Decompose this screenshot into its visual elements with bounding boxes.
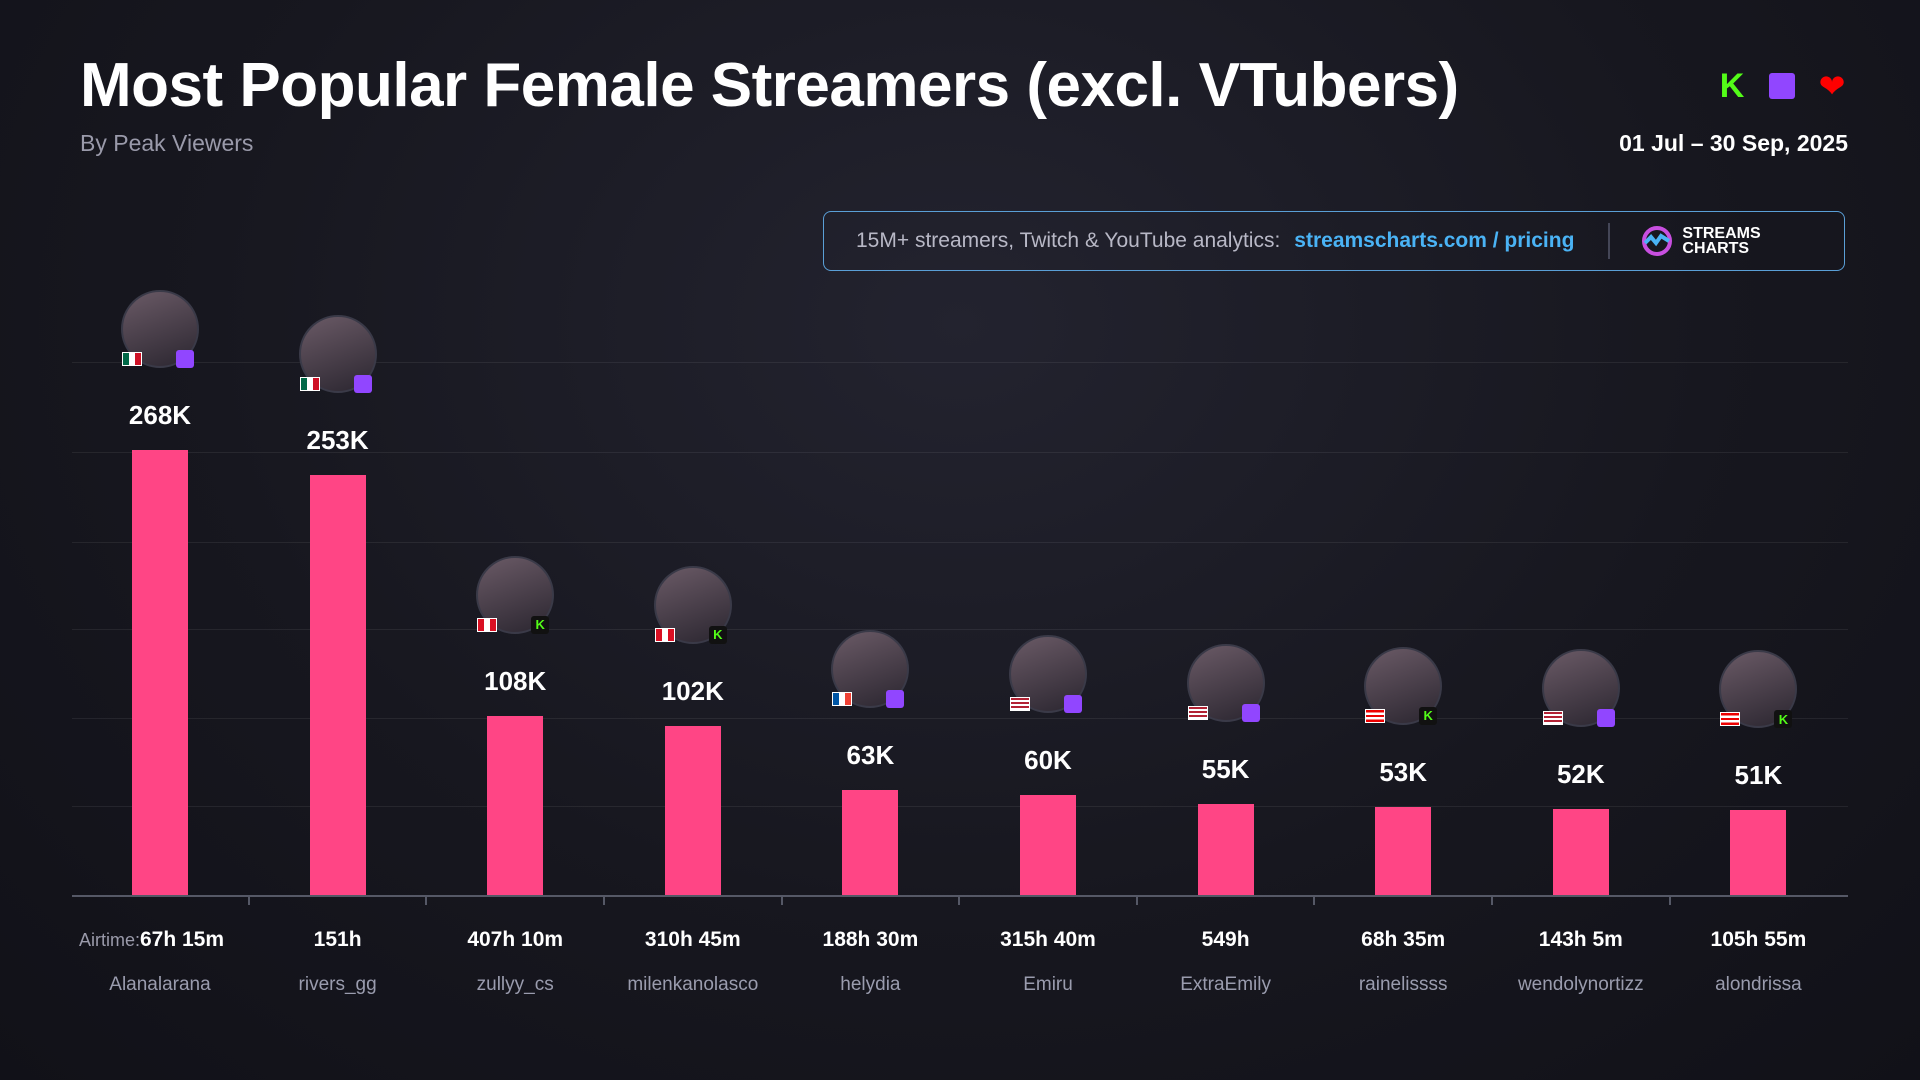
- kick-icon: K: [1774, 710, 1793, 729]
- bar: [1197, 803, 1254, 895]
- twitch-icon: [1241, 703, 1260, 722]
- bar: [1552, 808, 1609, 895]
- x-tick: [1313, 895, 1316, 905]
- kick-icon: K: [708, 625, 727, 644]
- gridline: [72, 362, 1848, 363]
- streamer-name[interactable]: helydia: [840, 974, 901, 995]
- kick-icon: K: [531, 615, 550, 634]
- value-label: 102K: [661, 675, 724, 706]
- streamer-name[interactable]: alondrissa: [1715, 974, 1802, 995]
- bar: [842, 790, 899, 895]
- gridline: [72, 629, 1848, 630]
- bar: [309, 474, 366, 895]
- logo-line2: CHARTS: [1682, 240, 1750, 257]
- airtime-value: 143h 5m: [1538, 928, 1623, 951]
- twitch-icon: [1596, 708, 1615, 727]
- x-tick: [603, 895, 605, 905]
- x-tick: [958, 895, 961, 905]
- airtime-value: 549h: [1201, 928, 1250, 951]
- kick-icon: K: [1719, 66, 1745, 105]
- streamer-name[interactable]: Alanalarana: [109, 974, 211, 995]
- bar: [1020, 795, 1076, 895]
- airtime-value: 407h 10m: [467, 928, 564, 951]
- value-label: 51K: [1734, 760, 1783, 791]
- pricing-link[interactable]: streamscharts.com / pricing: [1294, 229, 1575, 252]
- gridline: [72, 542, 1848, 543]
- bar: [1375, 806, 1432, 895]
- x-tick: [247, 895, 250, 905]
- logo-line1: STREAMS: [1682, 225, 1761, 242]
- twitch-icon: [1064, 695, 1082, 714]
- x-tick: [1491, 895, 1493, 905]
- flag-icon-us: [1187, 705, 1208, 720]
- value-label: 53K: [1379, 756, 1428, 787]
- flag-icon-mx: [122, 352, 142, 366]
- value-label: 63K: [846, 740, 895, 771]
- streamer-name[interactable]: rainelissss: [1358, 974, 1448, 995]
- value-label: 268K: [128, 400, 192, 430]
- flag-icon-mx: [299, 376, 320, 391]
- airtime-value: 67h 15m: [139, 928, 225, 951]
- twitch-icon: [1766, 70, 1798, 102]
- flag-icon-fr: [832, 692, 853, 707]
- streams-charts-logo: STREAMS CHARTS: [1640, 224, 1761, 258]
- flag-icon-pe: [477, 617, 498, 632]
- x-axis: [72, 895, 1848, 897]
- streams-charts-logo-icon: [1642, 226, 1673, 256]
- airtime-value: 315h 40m: [1000, 928, 1096, 951]
- flag-icon-pr: [1365, 708, 1386, 723]
- value-label: 60K: [1024, 745, 1072, 776]
- value-label: 55K: [1201, 753, 1250, 784]
- airtime-value: 151h: [313, 928, 362, 951]
- twitch-icon: [886, 690, 905, 709]
- date-range: 01 Jul – 30 Sep, 2025: [1619, 130, 1848, 156]
- streamer-name[interactable]: milenkanolasco: [627, 974, 759, 995]
- promo-banner[interactable]: 15M+ streamers, Twitch & YouTube analyti…: [823, 211, 1845, 271]
- streamer-name[interactable]: wendolynortizz: [1517, 974, 1644, 995]
- banner-divider: [1608, 223, 1611, 259]
- x-tick: [780, 895, 783, 905]
- airtime-label: Airtime:: [79, 930, 141, 950]
- streamer-name[interactable]: Emiru: [1023, 974, 1073, 995]
- gridline: [72, 718, 1848, 719]
- gridline: [72, 806, 1848, 807]
- x-tick: [1668, 895, 1671, 905]
- airtime-value: 68h 35m: [1361, 928, 1446, 951]
- bar: [132, 450, 188, 895]
- banner-text: 15M+ streamers, Twitch & YouTube analyti…: [856, 229, 1281, 252]
- value-label: 253K: [306, 424, 369, 455]
- value-label: 52K: [1556, 758, 1605, 789]
- flag-icon-pr: [1720, 712, 1741, 727]
- page-title: Most Popular Female Streamers (excl. VTu…: [80, 51, 1459, 120]
- gridline: [72, 452, 1848, 453]
- twitch-icon: [176, 350, 194, 368]
- page-subtitle: By Peak Viewers: [80, 130, 254, 156]
- bar: [487, 715, 544, 895]
- platform-icons: K ❤: [1716, 66, 1848, 105]
- x-tick: [425, 895, 428, 905]
- streamer-name[interactable]: rivers_gg: [298, 974, 377, 995]
- flag-icon-pe: [654, 627, 675, 642]
- airtime-value: 310h 45m: [644, 928, 741, 951]
- bar: [664, 725, 721, 895]
- kick-icon: K: [1419, 706, 1438, 725]
- bar: [1730, 810, 1787, 895]
- streamer-name[interactable]: ExtraEmily: [1180, 974, 1271, 995]
- x-tick: [1135, 895, 1138, 905]
- airtime-value: 105h 55m: [1710, 928, 1807, 951]
- twitch-icon: [353, 374, 372, 393]
- flag-icon-us: [1542, 710, 1563, 725]
- streamer-name[interactable]: zullyy_cs: [476, 974, 554, 995]
- flag-icon-us: [1010, 697, 1030, 712]
- value-label: 108K: [484, 665, 547, 696]
- youtube-icon: ❤: [1818, 68, 1846, 104]
- airtime-value: 188h 30m: [822, 928, 919, 951]
